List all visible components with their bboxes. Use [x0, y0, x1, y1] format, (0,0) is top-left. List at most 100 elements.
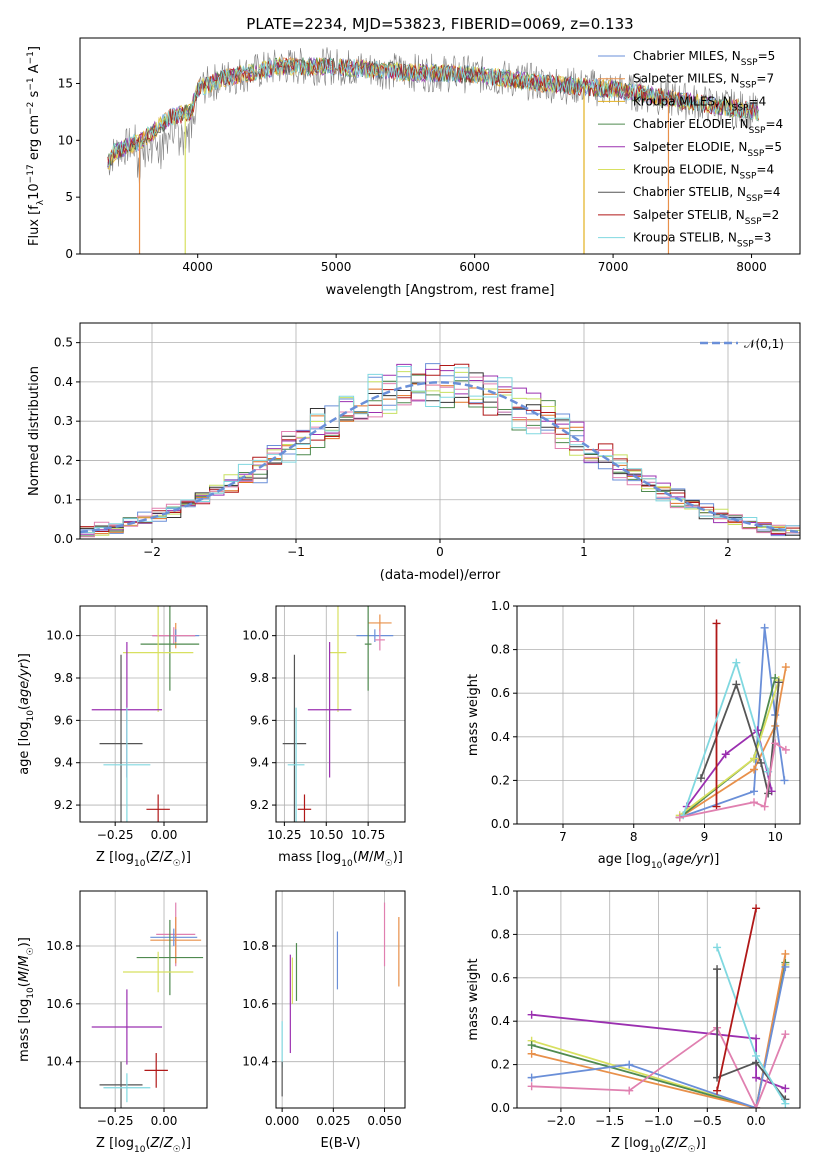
x-tick-label: 7000	[598, 260, 629, 274]
x-tick-label: −2	[143, 545, 161, 559]
x-tick-label: 9	[701, 830, 709, 844]
y-tick-label: 0.6	[491, 686, 510, 700]
y-tick-label: 0.4	[491, 1014, 510, 1028]
weight-marker	[771, 739, 780, 748]
x-tick-label: −0.5	[693, 1114, 722, 1128]
x-tick-label: 10.25	[267, 828, 301, 842]
weight-marker	[781, 949, 790, 958]
y-tick-label: 10.0	[242, 629, 269, 643]
weight-marker	[752, 1034, 761, 1043]
weight-line	[531, 953, 787, 1108]
x-tick-label: 0.050	[367, 1114, 401, 1128]
x-tick-label: −1.5	[595, 1114, 624, 1128]
weight-marker	[750, 787, 759, 796]
weight-marker	[527, 1049, 536, 1058]
normal-curve	[80, 381, 800, 534]
weight-marker	[713, 943, 722, 952]
weight-line	[682, 659, 770, 816]
weight-marker	[625, 1060, 634, 1069]
plot-area	[91, 606, 200, 822]
y-tick-label: 9.6	[250, 713, 269, 727]
y-tick-label: 9.2	[54, 798, 73, 812]
y-tick-label: 15	[58, 76, 73, 90]
weight-marker	[774, 678, 783, 687]
x-tick-label: −0.25	[97, 828, 134, 842]
weight-marker	[752, 904, 761, 913]
y-tick-label: 10.0	[46, 629, 73, 643]
weight-marker	[721, 750, 730, 759]
y-tick-label: 0.0	[491, 1101, 510, 1115]
legend-label: Kroupa ELODIE, NSSP=4	[633, 163, 774, 182]
y-axis-label: mass weight	[466, 958, 481, 1040]
spectrum-legend: Chabrier MILES, NSSP=5 Salpeter MILES, NS…	[598, 49, 783, 250]
data-point	[152, 627, 196, 645]
weight-marker	[750, 798, 759, 807]
model-spectrum	[107, 57, 759, 167]
y-tick-label: 9.8	[250, 671, 269, 685]
ebv_mass-chart: 0.000 0.025 0.050 10.4 10.6 10.8 E(B-V)	[242, 890, 406, 1151]
weight-marker	[757, 758, 766, 767]
weight-marker	[764, 789, 773, 798]
y-tick-label: 10.8	[46, 939, 73, 953]
y-tick-label: 10.4	[46, 1055, 73, 1069]
y-tick-label: 10	[58, 133, 73, 147]
data-point	[364, 606, 372, 691]
x-axis-label: (data-model)/error	[380, 568, 501, 583]
y-tick-label: 0.4	[54, 375, 73, 389]
y-tick-label: 9.2	[250, 798, 269, 812]
y-tick-label: 0.6	[491, 971, 510, 985]
weight-marker	[780, 776, 789, 785]
plot-area	[281, 902, 400, 1097]
weight-line	[716, 969, 787, 1100]
x-tick-label: 1	[580, 545, 588, 559]
legend-label: Salpeter ELODIE, NSSP=5	[633, 140, 782, 159]
weight-marker	[781, 1099, 790, 1108]
data-point	[99, 654, 143, 822]
x-tick-label: 0.025	[316, 1114, 350, 1128]
x-axis-label: Z [log10(Z/Z☉)]	[96, 850, 191, 869]
y-tick-label: 0.0	[54, 532, 73, 546]
z_age-chart: −0.25 0.00 9.2 9.4 9.6 9.8 10.0 Z [log10(Z/Z☉)]…	[17, 605, 208, 869]
x-tick-label: −0.25	[97, 1114, 134, 1128]
data-point	[282, 654, 307, 822]
z_weight-chart: −2.0 −1.5 −1.0 −0.5 0.0 0.0 0.2 0.4 0.6 0.8 1.0 Z […	[466, 884, 801, 1155]
weight-marker	[750, 765, 759, 774]
x-axis-label: age [log10(age/yr)]	[598, 852, 720, 871]
x-axis-label: Z [log10(Z/Z☉)]	[96, 1136, 191, 1155]
y-axis-label: Flux [fλ10−17 erg cm−2 s−1 A−1]	[26, 46, 46, 246]
weight-marker	[781, 1030, 790, 1039]
spectrum-chart: 4000 5000 6000 7000 8000 0 5 10 15 Chabrier MILES…	[26, 37, 801, 298]
weight-marker	[713, 965, 722, 974]
data-point	[329, 606, 347, 712]
weight-marker	[750, 754, 759, 763]
data-point	[150, 917, 202, 964]
z_mass-chart: −0.25 0.00 10.4 10.6 10.8 Z [log10(Z/Z☉)] mass…	[17, 890, 208, 1155]
y-axis-label: age [log10(age/yr)]	[17, 653, 36, 775]
axes-frame	[79, 37, 801, 255]
residuals-chart: −2 −1 0 1 2 0.0 0.1 0.2 0.3 0.4 0.5 𝒩(0,1) (data-mod…	[27, 322, 801, 583]
weight-marker	[527, 1010, 536, 1019]
data-point	[91, 989, 163, 1065]
y-tick-label: 0.4	[491, 730, 510, 744]
weight-marker	[781, 663, 790, 672]
mass_age-chart: 10.25 10.50 10.75 9.2 9.4 9.6 9.8 10.0 mass [log…	[242, 605, 406, 869]
x-tick-label: 8	[630, 830, 638, 844]
legend-label: Chabrier ELODIE, NSSP=4	[633, 117, 783, 136]
data-point	[122, 606, 194, 712]
y-tick-label: 0.3	[54, 414, 73, 428]
x-axis-label: E(B-V)	[320, 1136, 360, 1151]
weight-marker	[732, 658, 741, 667]
age_weight-chart: 7 8 9 10 0.0 0.2 0.4 0.6 0.8 1.0 age [log10(age/yr…	[466, 599, 801, 871]
x-tick-label: 0	[436, 545, 444, 559]
y-tick-label: 9.4	[250, 756, 269, 770]
x-tick-label: 4000	[182, 260, 213, 274]
y-axis-label: Normed distribution	[27, 366, 42, 496]
weight-marker	[752, 1073, 761, 1082]
data-point	[122, 951, 194, 993]
x-tick-label: 10.75	[351, 828, 385, 842]
y-tick-label: 5	[65, 190, 73, 204]
data-point	[140, 606, 200, 691]
axes-frame	[516, 605, 801, 825]
